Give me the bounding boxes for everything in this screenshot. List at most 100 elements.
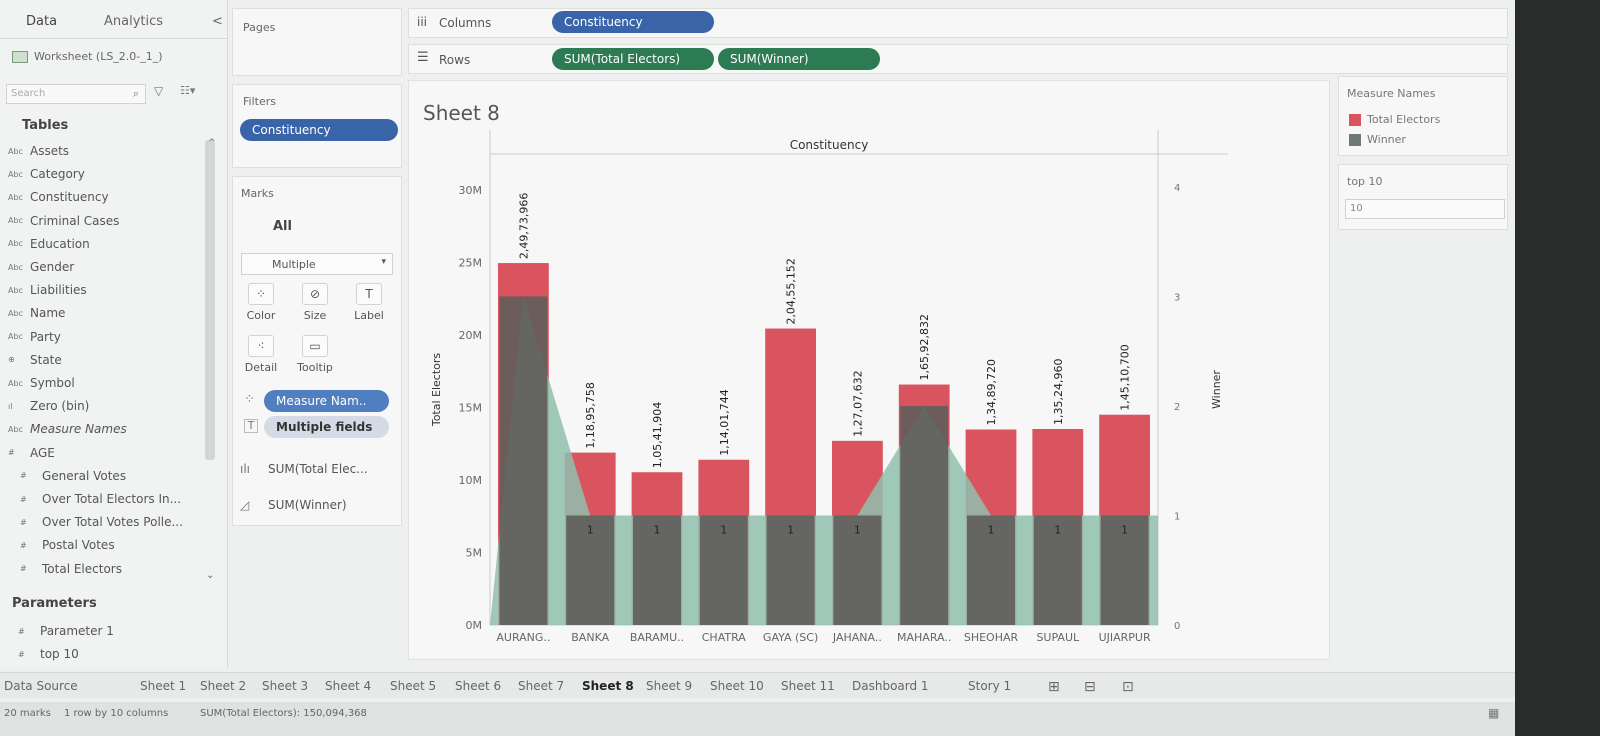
filter-constituency-pill[interactable]: Constituency: [240, 119, 398, 141]
scroll-up-icon[interactable]: ^: [208, 138, 216, 148]
field-name: Symbol: [30, 376, 75, 390]
field-name: Total Electors: [42, 561, 122, 576]
winner-data-label: 1: [787, 523, 794, 536]
size-icon: ⊘: [302, 283, 328, 305]
search-input[interactable]: Search ⌕: [6, 84, 146, 104]
color-button[interactable]: ⁘ Color: [239, 277, 283, 325]
field-item[interactable]: # AGE: [8, 442, 55, 464]
chart[interactable]: Constituency 0M 5M 10M 15M 20M 25M 30M 0 1 2 3 4 Tota…: [408, 80, 1330, 660]
sheet-tab[interactable]: Sheet 9: [646, 679, 693, 693]
datasource-row[interactable]: Worksheet (LS_2.0-_1_): [12, 50, 163, 63]
sheet-tab[interactable]: Sheet 1: [140, 679, 187, 693]
sheet-tab[interactable]: Sheet 2: [200, 679, 247, 693]
electors-data-label: 1,34,89,720: [985, 359, 998, 425]
rows-total-electors-pill[interactable]: SUM(Total Electors): [552, 48, 714, 70]
field-type-icon: Abc: [8, 424, 23, 434]
pages-shelf[interactable]: Pages: [232, 8, 402, 76]
view-options-icon[interactable]: ☷▾: [180, 84, 196, 97]
detail-icon: ⁖: [248, 335, 274, 357]
sheet-tab[interactable]: Sheet 11: [781, 679, 835, 693]
field-name: Name: [30, 306, 66, 321]
legend-item-winner[interactable]: Winner: [1349, 133, 1406, 146]
new-story-icon[interactable]: ⊡: [1122, 679, 1134, 695]
sheet-tab[interactable]: Data Source: [4, 679, 78, 693]
legend-item-total-electors[interactable]: Total Electors: [1349, 113, 1440, 126]
rows-winner-pill[interactable]: SUM(Winner): [718, 48, 880, 70]
field-type-icon: Abc: [8, 146, 23, 156]
fields-scrollbar[interactable]: [205, 140, 215, 460]
field-item[interactable]: Abc Gender: [8, 256, 74, 278]
field-item[interactable]: Abc Party: [8, 326, 61, 348]
field-name: Zero (bin): [30, 399, 90, 414]
field-item[interactable]: Abc Criminal Cases: [8, 210, 119, 232]
field-name: Constituency: [30, 190, 109, 205]
field-item[interactable]: Abc Education: [8, 233, 90, 255]
status-sum: SUM(Total Electors): 150,094,368: [200, 708, 367, 719]
electors-data-label: 1,65,92,832: [918, 314, 931, 380]
sheet-tab[interactable]: Story 1: [968, 679, 1012, 693]
tooltip-button[interactable]: ▭ Tooltip: [293, 329, 337, 377]
field-type-icon: #: [20, 471, 27, 481]
measure-names-pill[interactable]: Measure Nam..: [264, 390, 389, 412]
sheet-tab[interactable]: Sheet 3: [262, 679, 309, 693]
scroll-down-icon[interactable]: ⌄: [206, 570, 215, 581]
sheet-tab[interactable]: Sheet 5: [390, 679, 437, 693]
field-item[interactable]: Abc Symbol: [8, 372, 75, 394]
x-tick-label: UJIARPUR: [1099, 631, 1151, 644]
field-type-icon: Abc: [8, 378, 23, 388]
parameters-heading: Parameters: [12, 596, 97, 611]
field-item[interactable]: ıl Zero (bin): [8, 395, 89, 417]
label-icon: T: [356, 283, 382, 305]
data-pane: Data Analytics < Worksheet (LS_2.0-_1_) …: [0, 0, 228, 668]
multiple-fields-pill[interactable]: Multiple fields: [264, 416, 389, 438]
field-item[interactable]: # Postal Votes: [20, 534, 115, 556]
legend-title: Measure Names: [1347, 87, 1436, 100]
grid-view-icon[interactable]: ▦: [1488, 706, 1500, 720]
field-item[interactable]: # General Votes: [20, 465, 126, 487]
field-item[interactable]: # Total Electors: [20, 558, 122, 580]
tab-analytics[interactable]: Analytics: [104, 14, 164, 29]
field-name: Over Total Votes Polle...: [42, 515, 183, 530]
label-button[interactable]: T Label: [347, 277, 391, 325]
field-item[interactable]: # Over Total Votes Polle...: [20, 511, 183, 533]
sheet-tab[interactable]: Dashboard 1: [852, 679, 929, 693]
sheet-tab[interactable]: Sheet 6: [455, 679, 502, 693]
tab-data[interactable]: Data: [26, 14, 58, 29]
marks-card-winner[interactable]: SUM(Winner): [268, 498, 347, 512]
winner-data-label: 1: [854, 523, 861, 536]
monitor-bezel: [1515, 0, 1600, 736]
parameter-input[interactable]: 10: [1345, 199, 1505, 219]
winner-data-label: 1: [988, 523, 995, 536]
field-item[interactable]: Abc Measure Names: [8, 418, 127, 440]
sheet-tab[interactable]: Sheet 7: [518, 679, 565, 693]
field-item[interactable]: Abc Constituency: [8, 186, 109, 208]
field-item[interactable]: Abc Category: [8, 163, 85, 185]
y-tick-label: 20M: [459, 329, 483, 342]
parameter-item[interactable]: # top 10: [18, 643, 79, 665]
collapse-pane-icon[interactable]: <: [212, 14, 223, 29]
columns-constituency-pill[interactable]: Constituency: [552, 11, 714, 33]
y-tick-label: 30M: [459, 184, 483, 197]
field-item[interactable]: ⊕ State: [8, 349, 62, 371]
mark-type-select[interactable]: Multiple ▾: [241, 253, 393, 275]
y2-tick-label: 3: [1174, 292, 1180, 303]
field-type-icon: Abc: [8, 285, 23, 295]
x-tick-label: JAHANA..: [832, 631, 882, 644]
field-item[interactable]: Abc Assets: [8, 140, 69, 162]
detail-button[interactable]: ⁖ Detail: [239, 329, 283, 377]
new-dashboard-icon[interactable]: ⊟: [1084, 679, 1096, 695]
legend-swatch: [1349, 113, 1361, 126]
field-item[interactable]: # Over Total Electors In...: [20, 488, 181, 510]
size-button[interactable]: ⊘ Size: [293, 277, 337, 325]
legend-card: Measure Names Total Electors Winner: [1338, 76, 1508, 156]
field-type-icon: #: [20, 494, 27, 504]
filter-icon[interactable]: ▽: [154, 84, 164, 98]
sheet-tab-active[interactable]: Sheet 8: [582, 679, 634, 693]
sheet-tab[interactable]: Sheet 4: [325, 679, 372, 693]
sheet-tab[interactable]: Sheet 10: [710, 679, 764, 693]
field-item[interactable]: Abc Liabilities: [8, 279, 87, 301]
new-sheet-icon[interactable]: ⊞: [1048, 679, 1060, 695]
parameter-item[interactable]: # Parameter 1: [18, 620, 114, 642]
marks-card-total-electors[interactable]: SUM(Total Elec...: [268, 462, 368, 476]
field-item[interactable]: Abc Name: [8, 302, 65, 324]
